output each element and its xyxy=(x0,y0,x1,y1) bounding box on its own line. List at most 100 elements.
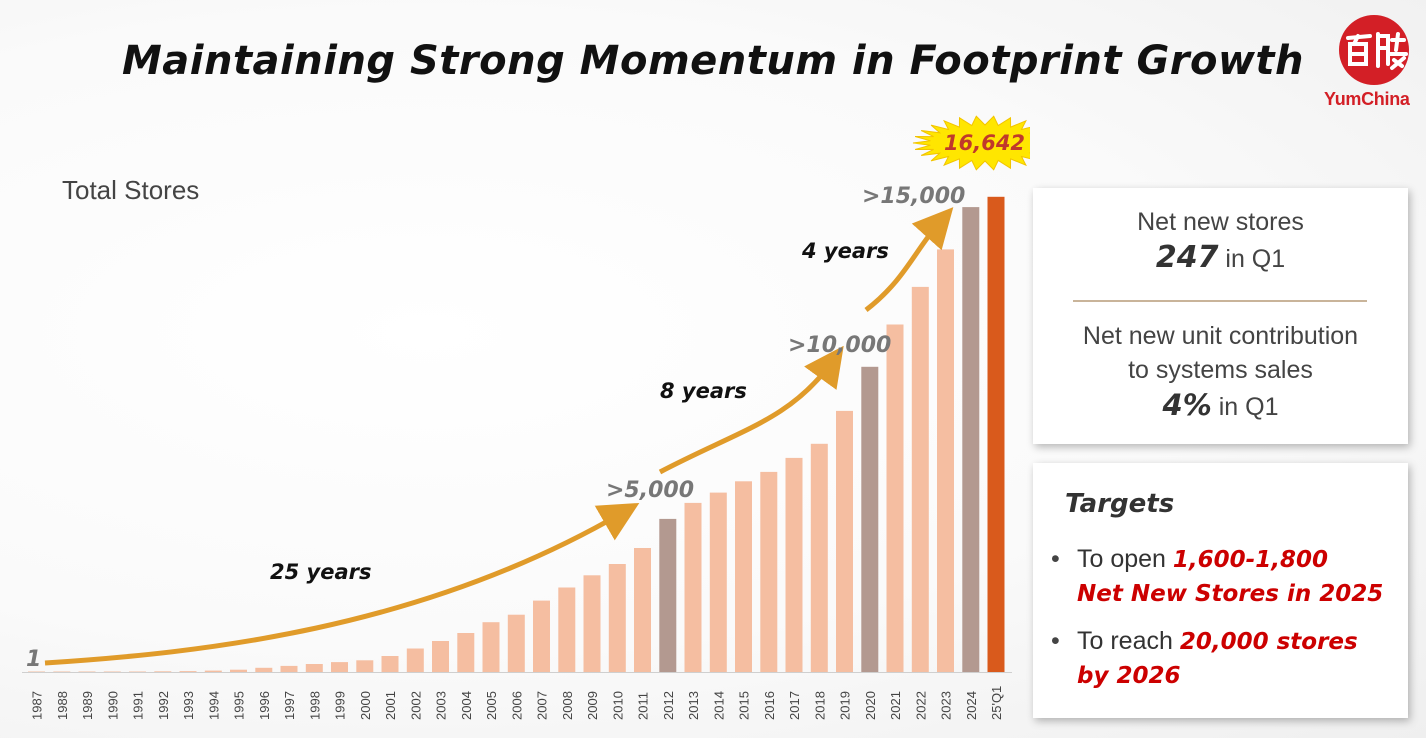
x-tick-2004: 2004 xyxy=(459,691,474,720)
milestone-10000: >10,000 xyxy=(788,333,891,358)
bar-2008 xyxy=(558,587,576,672)
x-tick-1999: 1999 xyxy=(333,691,348,720)
bar-2012 xyxy=(659,518,677,672)
x-tick-2010: 2010 xyxy=(610,691,625,720)
x-tick-2022: 2022 xyxy=(913,691,928,720)
x-tick-2014: 2014 xyxy=(711,691,726,720)
contribution-line-1: Net new unit contribution xyxy=(1082,322,1359,350)
x-tick-labels: 1987 1988 1989 1990 1991 1992 1993 1994 1995 1996… xyxy=(30,686,1005,720)
bar-1993 xyxy=(179,671,197,672)
growth-arrow-4-years xyxy=(864,207,954,312)
bar-2009 xyxy=(583,575,601,672)
targets-title: Targets xyxy=(1065,489,1175,519)
x-tick-1996: 1996 xyxy=(257,691,272,720)
x-tick-1988: 1988 xyxy=(55,691,70,720)
x-tick-2024: 2024 xyxy=(964,691,979,720)
slide-title: Maintaining Strong Momentum in Footprint… xyxy=(121,38,1305,84)
bars-group xyxy=(22,196,1012,673)
bar-2016 xyxy=(760,471,778,672)
bar-2010 xyxy=(608,564,626,672)
x-tick-2009: 2009 xyxy=(585,691,600,720)
x-tick-2013: 2013 xyxy=(686,691,701,720)
target-2-year: by 2026 xyxy=(1077,663,1181,689)
contribution-line-2: to systems sales xyxy=(1128,356,1313,384)
period-25-years: 25 years xyxy=(270,560,372,584)
x-tick-1990: 1990 xyxy=(105,691,120,720)
bar-2017 xyxy=(785,457,803,672)
x-tick-1998: 1998 xyxy=(307,691,322,720)
contribution-value: 4% xyxy=(1162,388,1212,422)
q1-metrics-panel: Net new stores 247 in Q1 Net new unit co… xyxy=(1033,188,1408,444)
net-new-stores-title: Net new stores xyxy=(1137,208,1304,236)
x-tick-2015: 2015 xyxy=(737,691,752,720)
target-item-stores-2026: To reach 20,000 stores by 2026 xyxy=(1077,625,1397,693)
bar-1987 xyxy=(28,671,45,672)
targets-panel: Targets • To open 1,600-1,800 Net New St… xyxy=(1033,463,1408,718)
x-tick-2006: 2006 xyxy=(509,691,524,720)
net-new-stores-line: 247 in Q1 xyxy=(1033,240,1408,275)
bar-1999 xyxy=(331,662,348,672)
x-tick-1989: 1989 xyxy=(80,691,95,720)
target-1-range: 1,600-1,800 xyxy=(1172,547,1328,573)
bar-2014 xyxy=(709,492,727,672)
bar-2013 xyxy=(684,502,702,672)
bar-2022 xyxy=(911,286,929,672)
x-tick-2002: 2002 xyxy=(408,691,423,720)
bar-2003 xyxy=(432,641,449,672)
bar-1992 xyxy=(154,671,172,672)
x-tick-25Q1: 25'Q1 xyxy=(989,686,1004,720)
bar-1997 xyxy=(280,665,298,672)
x-tick-2021: 2021 xyxy=(888,691,903,720)
bar-2007 xyxy=(533,600,550,672)
x-tick-2020: 2020 xyxy=(863,691,878,720)
x-tick-2018: 2018 xyxy=(812,691,827,720)
x-tick-2011: 2011 xyxy=(636,692,651,720)
x-tick-2016: 2016 xyxy=(762,691,777,720)
bar-2005 xyxy=(482,622,500,672)
target-2-prefix: To reach xyxy=(1077,627,1173,655)
net-new-stores-value: 247 xyxy=(1155,240,1219,275)
bar-1998 xyxy=(305,664,323,672)
bar-2023 xyxy=(937,249,954,672)
net-new-stores-suffix: in Q1 xyxy=(1225,245,1286,273)
bar-2011 xyxy=(634,548,651,672)
y-axis-label: Total Stores xyxy=(62,175,199,205)
x-tick-2019: 2019 xyxy=(838,691,853,720)
target-1-detail: Net New Stores in 2025 xyxy=(1077,581,1384,607)
bar-2021 xyxy=(886,324,904,672)
bar-1990 xyxy=(103,671,121,672)
highlight-value: 16,642 xyxy=(944,131,1025,155)
yumchina-logo xyxy=(1339,15,1409,85)
x-tick-1991: 1991 xyxy=(131,691,146,720)
start-label: 1 xyxy=(26,647,41,672)
bar-25Q1 xyxy=(987,196,1005,673)
panel-divider xyxy=(1073,300,1367,302)
contribution-suffix: in Q1 xyxy=(1218,393,1279,421)
bar-2002 xyxy=(406,648,424,672)
bar-2020 xyxy=(861,366,879,672)
bar-2018 xyxy=(810,443,828,672)
x-tick-1992: 1992 xyxy=(156,691,171,720)
period-8-years: 8 years xyxy=(660,379,747,403)
x-tick-2005: 2005 xyxy=(484,691,499,720)
milestone-5000: >5,000 xyxy=(606,478,694,503)
x-tick-2008: 2008 xyxy=(560,691,575,720)
x-tick-1994: 1994 xyxy=(206,691,221,720)
logo-seal-glyphs xyxy=(1346,32,1408,70)
store-growth-chart: Total Stores 1987 1988 1989 1990 1991 1992 199… xyxy=(22,115,1030,720)
x-tick-2001: 2001 xyxy=(383,691,398,720)
x-tick-2007: 2007 xyxy=(535,691,550,720)
highlight-starburst xyxy=(912,115,1030,171)
bar-2019 xyxy=(836,410,853,672)
bar-1995 xyxy=(230,669,247,672)
period-4-years: 4 years xyxy=(801,239,889,263)
milestone-15000: >15,000 xyxy=(862,184,965,209)
bullet-dot-2: • xyxy=(1051,627,1060,655)
x-tick-2003: 2003 xyxy=(434,691,449,720)
bar-1988 xyxy=(53,671,71,672)
bar-2015 xyxy=(735,481,752,672)
x-tick-1997: 1997 xyxy=(282,691,297,720)
target-2-count: 20,000 stores xyxy=(1179,629,1358,655)
bar-2006 xyxy=(507,614,525,672)
bar-2024 xyxy=(962,207,980,672)
